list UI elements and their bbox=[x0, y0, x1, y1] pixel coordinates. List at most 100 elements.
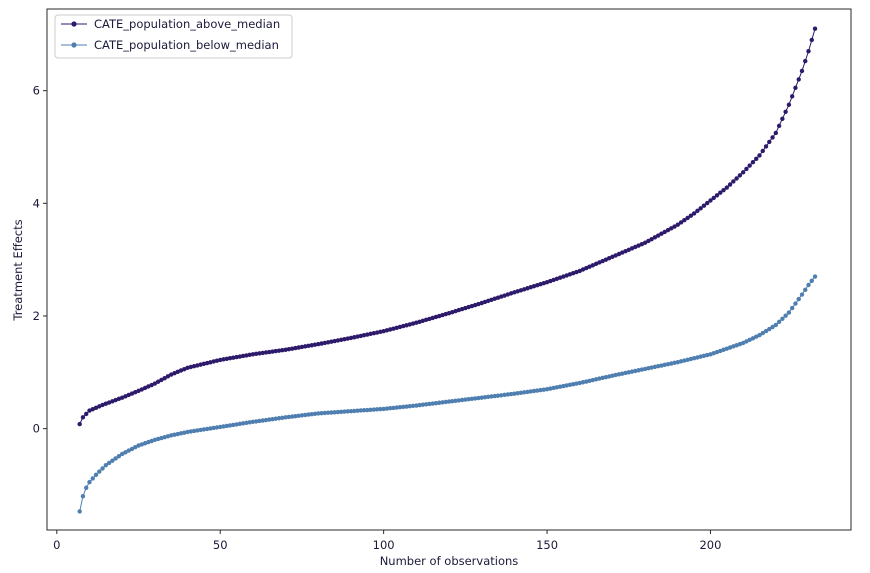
data-point bbox=[299, 413, 305, 418]
data-point bbox=[446, 399, 452, 404]
data-point bbox=[348, 408, 354, 414]
data-point bbox=[159, 377, 164, 383]
data-point bbox=[665, 361, 671, 367]
data-point bbox=[528, 389, 533, 394]
data-point bbox=[185, 429, 190, 435]
x-axis-label: Number of observations bbox=[380, 554, 519, 568]
data-point bbox=[705, 200, 710, 206]
data-point bbox=[77, 421, 82, 427]
data-point bbox=[760, 330, 765, 336]
data-point bbox=[747, 163, 752, 168]
data-point bbox=[358, 408, 363, 413]
series-below-median bbox=[77, 274, 818, 514]
data-point bbox=[714, 193, 720, 198]
data-point bbox=[577, 380, 582, 386]
data-point bbox=[655, 364, 661, 369]
data-point bbox=[440, 400, 445, 405]
data-point bbox=[253, 419, 259, 424]
data-point bbox=[691, 211, 697, 216]
data-point bbox=[384, 406, 390, 411]
data-point bbox=[682, 218, 687, 223]
data-point bbox=[146, 384, 151, 389]
data-point bbox=[368, 331, 373, 337]
data-point bbox=[616, 372, 622, 377]
data-point bbox=[754, 334, 759, 339]
data-point bbox=[221, 424, 226, 429]
data-point bbox=[270, 349, 275, 354]
data-point bbox=[250, 419, 256, 425]
data-point bbox=[270, 416, 275, 422]
data-point bbox=[247, 420, 252, 425]
data-point bbox=[724, 185, 729, 190]
data-point bbox=[286, 414, 292, 420]
data-point bbox=[103, 463, 109, 468]
data-point bbox=[812, 274, 818, 279]
data-point bbox=[191, 428, 197, 434]
data-point bbox=[303, 412, 308, 418]
data-point bbox=[541, 387, 546, 392]
data-point bbox=[227, 423, 233, 428]
data-point bbox=[365, 407, 370, 413]
data-point bbox=[561, 383, 566, 389]
data-point bbox=[590, 377, 595, 383]
data-point bbox=[803, 287, 808, 292]
data-point bbox=[750, 336, 756, 341]
data-point bbox=[90, 476, 95, 481]
data-point bbox=[293, 345, 298, 351]
data-point bbox=[378, 406, 383, 412]
data-point bbox=[799, 292, 805, 297]
data-point bbox=[711, 195, 716, 201]
data-point bbox=[472, 396, 478, 401]
data-point bbox=[133, 445, 138, 450]
data-point bbox=[244, 353, 249, 358]
legend-entry-below-median: CATE_population_below_median bbox=[61, 38, 279, 52]
data-point bbox=[378, 329, 383, 335]
data-point bbox=[740, 340, 746, 346]
y-tick-label: 0 bbox=[33, 422, 40, 436]
data-point bbox=[495, 393, 501, 398]
data-point bbox=[322, 410, 327, 416]
data-point bbox=[267, 417, 272, 422]
y-tick-label: 4 bbox=[33, 196, 40, 210]
data-point bbox=[414, 403, 419, 408]
data-point bbox=[780, 116, 785, 122]
data-point bbox=[231, 355, 236, 360]
data-point bbox=[557, 384, 563, 389]
data-point bbox=[100, 466, 105, 471]
data-point bbox=[93, 472, 99, 477]
data-point bbox=[260, 418, 265, 423]
data-point bbox=[394, 405, 399, 410]
data-point bbox=[427, 401, 432, 407]
x-tick-label: 150 bbox=[536, 538, 558, 552]
data-point bbox=[417, 402, 422, 408]
legend-label-below-median: CATE_population_below_median bbox=[94, 38, 279, 52]
data-point bbox=[374, 407, 380, 412]
data-point bbox=[80, 494, 86, 499]
x-tick-label: 200 bbox=[699, 538, 721, 552]
data-point bbox=[365, 332, 370, 337]
data-point bbox=[453, 398, 458, 403]
data-point bbox=[580, 380, 586, 385]
data-point bbox=[701, 203, 707, 208]
data-point bbox=[234, 354, 239, 360]
data-point bbox=[538, 387, 543, 393]
data-point bbox=[332, 338, 337, 344]
data-point bbox=[476, 395, 481, 401]
data-point bbox=[740, 170, 746, 175]
data-point bbox=[803, 58, 808, 64]
data-point bbox=[312, 342, 318, 347]
data-point bbox=[280, 415, 285, 420]
data-point bbox=[129, 446, 135, 452]
data-point bbox=[338, 409, 344, 415]
data-point bbox=[113, 456, 118, 461]
data-point bbox=[610, 373, 615, 378]
data-point bbox=[87, 479, 92, 485]
data-point bbox=[289, 414, 295, 419]
data-point bbox=[459, 397, 465, 403]
data-point bbox=[234, 422, 239, 427]
data-point bbox=[760, 148, 765, 154]
data-point bbox=[757, 153, 762, 158]
data-point bbox=[303, 344, 308, 349]
data-point bbox=[296, 345, 301, 350]
data-point bbox=[796, 296, 801, 302]
